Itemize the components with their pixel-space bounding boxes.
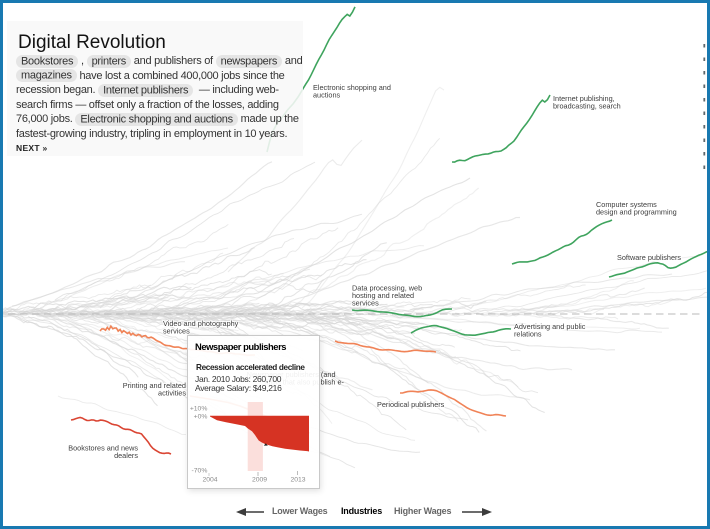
svg-text:services: services bbox=[352, 298, 379, 307]
svg-text:Periodical publishers: Periodical publishers bbox=[377, 400, 445, 409]
svg-text:Advertising and public: Advertising and public bbox=[514, 322, 586, 331]
svg-text:auctions: auctions bbox=[313, 90, 341, 99]
svg-text:dealers: dealers bbox=[114, 451, 138, 460]
svg-text:Internet publishing,: Internet publishing, bbox=[553, 94, 615, 103]
svg-text:2013: 2013 bbox=[290, 477, 305, 484]
svg-text:Bookstores and news: Bookstores and news bbox=[68, 444, 138, 453]
svg-text:services: services bbox=[163, 326, 190, 335]
svg-text:+10%: +10% bbox=[190, 405, 208, 412]
svg-text:2004: 2004 bbox=[202, 477, 217, 484]
svg-text:Video and photography: Video and photography bbox=[163, 319, 239, 328]
svg-text:Printing and related: Printing and related bbox=[123, 381, 186, 390]
svg-text:broadcasting, search: broadcasting, search bbox=[553, 101, 621, 110]
svg-text:design and programming: design and programming bbox=[596, 207, 677, 216]
svg-text:Data processing, web: Data processing, web bbox=[352, 284, 422, 293]
svg-text:Computer systems: Computer systems bbox=[596, 200, 657, 209]
svg-text:relations: relations bbox=[514, 329, 542, 338]
svg-text:Electronic shopping and: Electronic shopping and bbox=[313, 83, 391, 92]
svg-text:2009: 2009 bbox=[252, 477, 267, 484]
svg-text:activities: activities bbox=[158, 388, 186, 397]
svg-text:hosting and related: hosting and related bbox=[352, 291, 414, 300]
svg-text:-70%: -70% bbox=[192, 467, 208, 474]
svg-text:+0%: +0% bbox=[194, 413, 208, 420]
svg-text:Software publishers: Software publishers bbox=[617, 253, 681, 262]
